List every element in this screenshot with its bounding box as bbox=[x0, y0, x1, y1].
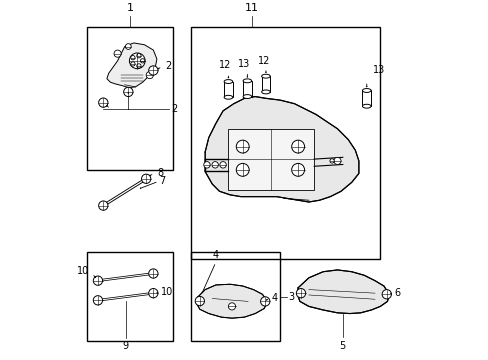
Text: 12: 12 bbox=[218, 60, 230, 71]
Circle shape bbox=[291, 163, 304, 176]
Bar bbox=[224, 82, 232, 97]
Text: 13: 13 bbox=[237, 59, 249, 69]
Circle shape bbox=[99, 98, 108, 107]
Circle shape bbox=[220, 162, 226, 168]
Circle shape bbox=[137, 54, 141, 58]
Circle shape bbox=[130, 62, 135, 66]
Ellipse shape bbox=[243, 79, 251, 83]
Bar bbox=[243, 81, 251, 96]
Text: 11: 11 bbox=[244, 3, 258, 13]
Circle shape bbox=[333, 157, 340, 165]
Circle shape bbox=[93, 296, 102, 305]
Circle shape bbox=[93, 276, 102, 285]
Text: 1: 1 bbox=[126, 3, 133, 13]
Circle shape bbox=[141, 174, 150, 184]
Ellipse shape bbox=[224, 95, 232, 99]
Circle shape bbox=[137, 64, 141, 68]
Circle shape bbox=[114, 50, 121, 57]
Ellipse shape bbox=[243, 95, 251, 99]
Circle shape bbox=[236, 140, 249, 153]
Text: 10: 10 bbox=[160, 287, 172, 297]
Text: 8: 8 bbox=[157, 168, 163, 179]
Circle shape bbox=[140, 59, 144, 63]
Circle shape bbox=[130, 55, 135, 60]
Circle shape bbox=[228, 303, 235, 310]
Ellipse shape bbox=[362, 89, 370, 93]
Circle shape bbox=[381, 289, 390, 299]
Bar bbox=[190, 252, 280, 341]
Ellipse shape bbox=[362, 104, 370, 108]
Text: 4: 4 bbox=[271, 293, 277, 303]
Circle shape bbox=[125, 44, 131, 49]
Bar bbox=[87, 27, 173, 170]
Circle shape bbox=[329, 159, 333, 163]
Bar bbox=[362, 90, 370, 106]
Circle shape bbox=[203, 162, 210, 168]
Text: 4: 4 bbox=[212, 250, 219, 260]
Text: 12: 12 bbox=[258, 56, 270, 66]
Polygon shape bbox=[196, 284, 267, 318]
Circle shape bbox=[123, 87, 133, 96]
Text: 10: 10 bbox=[77, 266, 89, 276]
Text: 13: 13 bbox=[372, 66, 384, 76]
Text: 7: 7 bbox=[159, 176, 165, 186]
Text: 6: 6 bbox=[394, 288, 400, 298]
Polygon shape bbox=[107, 43, 157, 87]
Bar bbox=[261, 76, 270, 92]
Text: 2: 2 bbox=[171, 104, 177, 114]
Circle shape bbox=[148, 288, 158, 298]
Circle shape bbox=[296, 288, 305, 298]
Text: 9: 9 bbox=[122, 341, 129, 351]
Circle shape bbox=[195, 296, 204, 306]
Circle shape bbox=[236, 163, 249, 176]
Text: 5: 5 bbox=[339, 341, 345, 351]
Polygon shape bbox=[205, 96, 358, 202]
Circle shape bbox=[148, 66, 158, 75]
Circle shape bbox=[99, 201, 108, 210]
Polygon shape bbox=[297, 270, 388, 314]
Text: 3: 3 bbox=[287, 292, 294, 302]
Bar bbox=[190, 27, 380, 259]
Circle shape bbox=[146, 72, 153, 79]
Circle shape bbox=[260, 297, 269, 306]
Bar bbox=[87, 252, 173, 341]
Ellipse shape bbox=[261, 90, 270, 94]
Circle shape bbox=[148, 269, 158, 278]
Circle shape bbox=[211, 162, 218, 168]
Bar bbox=[228, 129, 314, 189]
Circle shape bbox=[291, 140, 304, 153]
Ellipse shape bbox=[224, 80, 232, 84]
Ellipse shape bbox=[261, 74, 270, 78]
Circle shape bbox=[129, 53, 145, 69]
Text: 2: 2 bbox=[165, 61, 171, 71]
